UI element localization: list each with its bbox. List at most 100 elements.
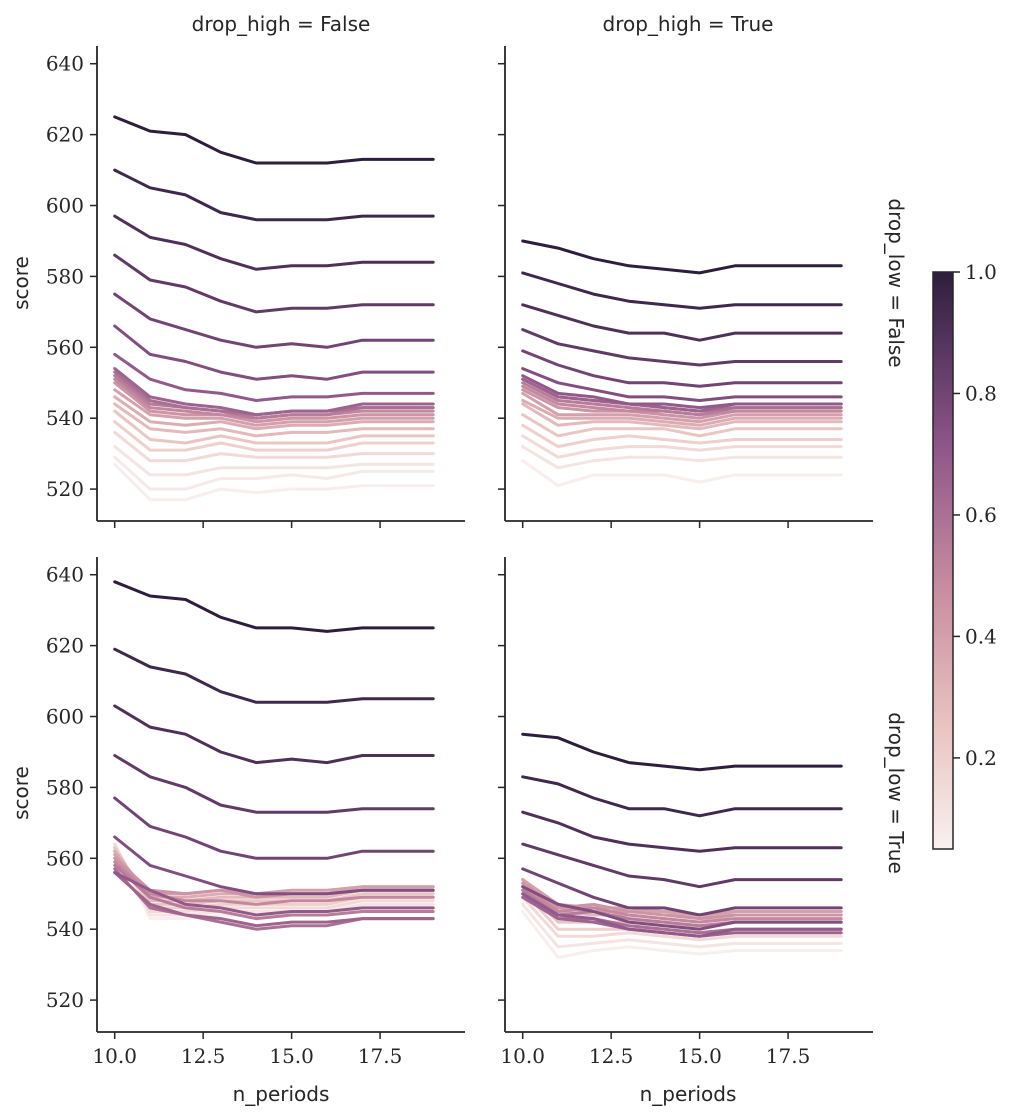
series-line-r0c1-hue-0.7 [521, 374, 843, 410]
colorbar-tick-label-0.8: 0.8 [965, 381, 997, 405]
series-line-r1c0-hue-0.8 [113, 796, 435, 860]
series-line-r1c1-hue-0.1 [521, 902, 843, 949]
panel-drop-low-false-drop-high-true [498, 46, 873, 528]
series-line-r1c0-hue-0.25 [113, 846, 435, 906]
x-tick-label-r1c0-12.5: 12.5 [181, 1044, 226, 1068]
series-line-r0c0-hue-1 [113, 115, 435, 165]
x-tick-label-r1c0-17.5: 17.5 [358, 1044, 403, 1068]
series-line-r1c1-hue-0.85 [521, 842, 843, 889]
row-title-drop-low-true: drop_low = True [884, 712, 908, 874]
y-tick-label-r0c0-580: 580 [46, 264, 84, 288]
series-line-r1c1-hue-0.9 [521, 810, 843, 853]
series-line-r1c0-hue-0.65 [113, 871, 435, 928]
series-line-r1c0-hue-0.2 [113, 846, 435, 910]
series-line-r1c0-hue-0.1 [113, 842, 435, 917]
series-line-r0c1-hue-0.15 [521, 434, 843, 459]
series-line-r0c1-hue-0.9 [521, 303, 843, 342]
series-line-r1c1-hue-0.75 [521, 885, 843, 931]
series-line-r0c0-hue-0.85 [113, 253, 435, 314]
series-line-r1c1-hue-0.15 [521, 895, 843, 942]
series-line-r0c1-hue-1 [521, 239, 843, 275]
series-line-r0c0-hue-0.9 [113, 214, 435, 271]
series-line-r0c1-hue-0.35 [521, 399, 843, 427]
colorbar-tick-label-0.2: 0.2 [965, 746, 997, 770]
row-title-drop-low-false: drop_low = False [884, 198, 908, 367]
series-line-r0c0-hue-0.65 [113, 367, 435, 417]
series-line-r1c1-hue-0.7 [521, 892, 843, 938]
series-line-r1c1-hue-1 [521, 732, 843, 772]
series-line-r0c0-hue-0.15 [113, 430, 435, 463]
series-line-r1c0-hue-0.9 [113, 704, 435, 765]
series-line-r1c1-hue-0.05 [521, 910, 843, 960]
series-line-r0c0-hue-0.07 [113, 455, 435, 491]
series-line-r0c1-hue-0.95 [521, 271, 843, 310]
y-tick-label-r0c0-540: 540 [46, 406, 84, 430]
series-line-r0c0-hue-0.45 [113, 381, 435, 424]
series-line-r0c1-hue-0.85 [521, 328, 843, 367]
panel-drop-low-false-drop-high-false: 520 540 560 580 600 620 640 [46, 46, 465, 528]
series-line-r1c0-hue-0.75 [113, 835, 435, 896]
y-tick-label-r0c0-640: 640 [46, 52, 84, 76]
colorbar-ticks: 0.2 0.4 0.6 0.8 1.0 [953, 260, 997, 770]
colorbar-tick-label-0.6: 0.6 [965, 503, 997, 527]
col-title-drop-high-false: drop_high = False [192, 12, 371, 36]
series-line-r1c0-hue-0.85 [113, 754, 435, 814]
x-tick-label-r1c1-17.5: 17.5 [766, 1044, 811, 1068]
series-line-r0c1-hue-0.2 [521, 423, 843, 449]
y-axis-label-row-1: score [9, 766, 33, 820]
x-tick-label-r1c0-15: 15.0 [269, 1044, 314, 1068]
series-line-r1c0-hue-0.6 [113, 867, 435, 931]
x-axis-label-col-0: n_periods [233, 1082, 330, 1106]
series-line-r0c0-hue-0.1 [113, 445, 435, 477]
y-tick-label-r1c0-580: 580 [46, 775, 84, 799]
series-line-r0c1-hue-0.4 [521, 391, 843, 424]
series-line-r1c0-hue-0.7 [113, 871, 435, 917]
y-tick-label-r0c0-620: 620 [46, 123, 84, 147]
x-tick-label-r1c0-10: 10.0 [92, 1044, 137, 1068]
panel-drop-low-true-drop-high-true: 10.0 12.5 15.0 17.5 [498, 557, 873, 1068]
colorbar-tick-label-1: 1.0 [965, 260, 997, 284]
series-line-r0c0-hue-0.2 [113, 420, 435, 452]
y-tick-label-r1c0-540: 540 [46, 917, 84, 941]
x-tick-label-r1c1-10: 10.0 [500, 1044, 545, 1068]
series-line-r1c1-hue-0.5 [521, 885, 843, 924]
y-tick-label-r1c0-560: 560 [46, 846, 84, 870]
y-tick-label-r0c0-560: 560 [46, 335, 84, 359]
y-tick-label-r1c0-600: 600 [46, 705, 84, 729]
series-line-r0c1-hue-0.75 [521, 367, 843, 402]
series-line-r1c0-hue-0.95 [113, 647, 435, 704]
series-line-r1c1-hue-0.95 [521, 775, 843, 818]
series-line-r0c0-hue-0.4 [113, 388, 435, 427]
series-line-r0c0-hue-0.35 [113, 395, 435, 431]
series-line-r0c1-hue-0.1 [521, 445, 843, 470]
x-tick-label-r1c1-15: 15.0 [677, 1044, 722, 1068]
series-line-r1c0-hue-1 [113, 580, 435, 633]
series-line-r1c1-hue-0.8 [521, 867, 843, 917]
y-tick-label-r1c0-620: 620 [46, 634, 84, 658]
series-line-r0c0-hue-0.8 [113, 292, 435, 349]
y-tick-label-r1c0-640: 640 [46, 563, 84, 587]
series-line-r0c0-hue-0.75 [113, 324, 435, 381]
series-line-r0c0-hue-0.25 [113, 409, 435, 445]
series-line-r0c1-hue-0.3 [521, 402, 843, 431]
series-line-r0c1-hue-0.8 [521, 349, 843, 388]
series-line-r0c1-hue-0.05 [521, 459, 843, 488]
panel-drop-low-true-drop-high-false: 520 540 560 580 600 620 640 10.0 12.5 15.0 17.5 [46, 557, 465, 1068]
series-line-r0c1-hue-0.25 [521, 413, 843, 438]
series-line-r1c0-hue-0.55 [113, 863, 435, 921]
series-line-r1c1-hue-0.45 [521, 881, 843, 921]
x-axis-label-col-1: n_periods [640, 1082, 737, 1106]
colorbar-gradient [932, 271, 954, 850]
colorbar: 0.2 0.4 0.6 0.8 1.0 [932, 260, 997, 850]
y-tick-label-r0c0-600: 600 [46, 194, 84, 218]
series-line-r0c0-hue-0.3 [113, 402, 435, 438]
col-title-drop-high-true: drop_high = True [603, 12, 774, 36]
y-tick-label-r1c0-520: 520 [46, 988, 84, 1012]
series-line-r0c0-hue-0.95 [113, 168, 435, 222]
colorbar-tick-label-0.4: 0.4 [965, 624, 997, 648]
y-tick-label-r0c0-520: 520 [46, 477, 84, 501]
series-line-r0c0-hue-0.05 [113, 462, 435, 502]
y-axis-label-row-0: score [9, 256, 33, 310]
series-line-r1c0-hue-0.4 [113, 853, 435, 896]
